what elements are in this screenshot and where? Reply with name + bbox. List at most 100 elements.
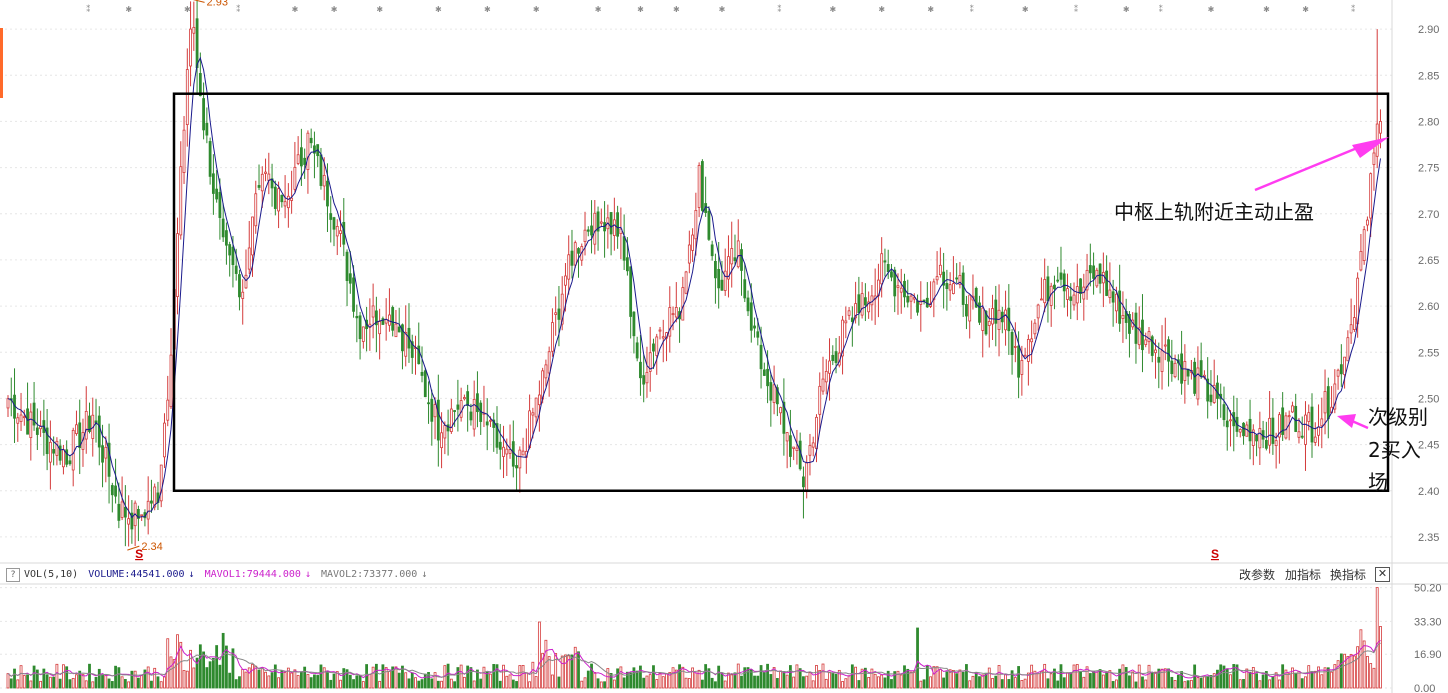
candle-body bbox=[1121, 315, 1125, 319]
volume-bar bbox=[1245, 668, 1249, 689]
volume-bar bbox=[1238, 679, 1242, 689]
candle-body bbox=[1046, 276, 1050, 302]
volume-bar bbox=[1101, 674, 1105, 689]
volume-bar bbox=[1255, 673, 1258, 689]
candle-body bbox=[26, 408, 29, 435]
candle-body bbox=[766, 368, 769, 387]
volume-bar bbox=[531, 661, 535, 689]
candle-body bbox=[378, 321, 382, 335]
volume-bar bbox=[1216, 669, 1219, 689]
add-indicator-button[interactable]: 加指标 bbox=[1285, 568, 1322, 582]
volume-bar bbox=[247, 667, 251, 689]
volume-bar bbox=[485, 671, 489, 689]
candle-body bbox=[146, 500, 150, 520]
candle-body bbox=[687, 244, 691, 264]
volume-bar bbox=[877, 676, 880, 689]
candle-body bbox=[189, 28, 192, 67]
candle-body bbox=[909, 295, 913, 302]
candle-body bbox=[749, 302, 753, 331]
volume-bar bbox=[1059, 664, 1063, 689]
candle-body bbox=[185, 69, 189, 125]
candle-body bbox=[166, 399, 170, 421]
volume-bar bbox=[922, 679, 926, 689]
volume-bar bbox=[26, 674, 29, 689]
volume-bar bbox=[251, 664, 254, 689]
candle-body bbox=[762, 369, 766, 376]
price-tick-label: 2.50 bbox=[1418, 393, 1439, 405]
volume-bar bbox=[143, 669, 147, 689]
indicator-name: VOL(5,10) bbox=[24, 569, 79, 580]
candle-body bbox=[211, 173, 215, 194]
arrowhead-icon bbox=[1352, 137, 1389, 158]
volume-bar bbox=[466, 665, 470, 689]
volume-bar bbox=[1189, 679, 1193, 689]
candle-body bbox=[440, 432, 443, 449]
candle-body bbox=[1085, 269, 1089, 291]
volume-bar bbox=[368, 673, 372, 689]
volume-value: VOLUME:44541.000 bbox=[88, 569, 185, 580]
candle-body bbox=[1339, 364, 1343, 375]
candle-body bbox=[436, 399, 440, 441]
candle-body bbox=[736, 240, 740, 268]
volume-tick-label: 16.90 bbox=[1414, 649, 1442, 661]
candle-body bbox=[1170, 360, 1174, 375]
volume-bar bbox=[567, 655, 571, 689]
star-icon: ⁑ bbox=[970, 3, 974, 14]
candle-body bbox=[1304, 414, 1307, 445]
star-icon: ✱ bbox=[184, 5, 191, 14]
candle-body bbox=[1209, 394, 1213, 403]
price-tick-label: 2.35 bbox=[1418, 532, 1439, 544]
volume-bar bbox=[782, 671, 786, 689]
volume-bar bbox=[583, 677, 587, 689]
volume-bar bbox=[1264, 671, 1268, 689]
volume-bar bbox=[352, 679, 355, 689]
candle-body bbox=[714, 260, 717, 279]
volume-bar bbox=[593, 672, 597, 689]
close-icon[interactable]: ✕ bbox=[1375, 567, 1390, 582]
volume-bar bbox=[120, 676, 124, 689]
volume-bar bbox=[674, 669, 678, 689]
candle-body bbox=[577, 248, 580, 254]
candle-body bbox=[1134, 312, 1138, 344]
volume-bar bbox=[971, 675, 975, 689]
candle-body bbox=[182, 129, 186, 173]
candle-body bbox=[446, 424, 450, 432]
volume-bar bbox=[1030, 664, 1034, 689]
volume-bar bbox=[94, 677, 98, 689]
price-tick-label: 2.70 bbox=[1418, 209, 1439, 221]
volume-bar bbox=[586, 670, 590, 689]
volume-bar bbox=[462, 676, 466, 689]
volume-bar bbox=[45, 674, 49, 689]
volume-bar bbox=[228, 672, 232, 689]
volume-bar bbox=[629, 672, 633, 689]
volume-bar bbox=[789, 665, 792, 689]
change-params-button[interactable]: 改参数 bbox=[1239, 568, 1276, 582]
candle-body bbox=[880, 253, 884, 285]
help-icon[interactable]: ? bbox=[6, 568, 20, 582]
star-icon: ⁑ bbox=[1074, 3, 1078, 14]
volume-bar bbox=[551, 674, 554, 689]
arrow-down-icon: ↓ bbox=[421, 569, 428, 580]
candle-body bbox=[1079, 278, 1082, 294]
volume-tick-label: 33.30 bbox=[1414, 616, 1442, 628]
price-tick-label: 2.55 bbox=[1418, 347, 1439, 359]
volume-bar bbox=[257, 669, 261, 689]
volume-bar bbox=[1010, 670, 1014, 689]
candle-body bbox=[234, 265, 238, 274]
mavol2-value: MAVOL2:73377.000 bbox=[321, 569, 418, 580]
candle-body bbox=[505, 448, 509, 455]
volume-bar bbox=[1108, 670, 1112, 689]
volume-bar bbox=[62, 664, 65, 689]
candle-body bbox=[218, 191, 222, 218]
candle-body bbox=[238, 274, 241, 298]
candle-body bbox=[1173, 362, 1177, 378]
volume-bar bbox=[1033, 670, 1037, 689]
volume-bar bbox=[1291, 667, 1294, 689]
volume-bar bbox=[1098, 669, 1102, 689]
volume-bar bbox=[1088, 673, 1092, 689]
volume-bar bbox=[1346, 656, 1350, 689]
candle-body bbox=[1379, 121, 1382, 134]
volume-bar bbox=[221, 632, 225, 689]
swap-indicator-button[interactable]: 换指标 bbox=[1330, 568, 1367, 582]
